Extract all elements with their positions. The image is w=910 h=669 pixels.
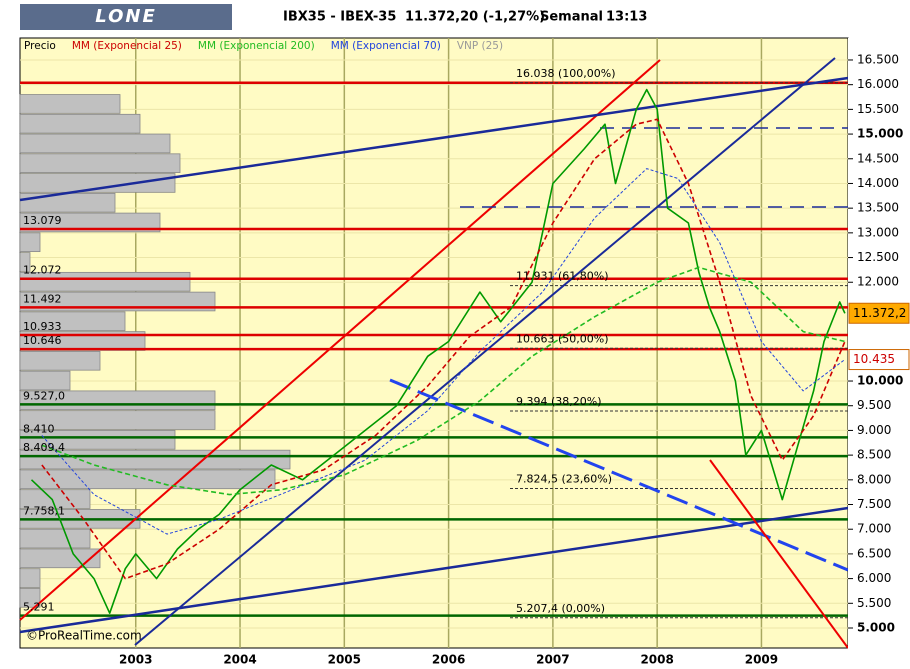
level-label: 5.291 [23,601,55,614]
volume-bar [19,528,91,549]
volume-bar [19,252,31,272]
trendlines [19,57,849,649]
volume-bar [19,173,176,193]
y-tick-label: 5.000 [857,620,895,634]
level-label: 10.933 [23,320,62,333]
y-tick-label: 8.000 [857,472,891,486]
level-label: 13.079 [23,214,62,227]
quote: 11.372,20 (-1,27%) [405,10,545,25]
x-tick-label: 2009 [745,653,778,667]
x-tick-label: 2004 [223,653,256,667]
y-tick-label: 9.500 [857,398,891,412]
trendline [19,506,849,634]
volume-bar [19,568,41,588]
y-tick-label: 12.000 [857,275,899,289]
y-tick-label: 7.500 [857,497,891,511]
y-tick-label: 13.500 [857,201,899,215]
y-tick-label: 7.000 [857,522,891,536]
volume-bar [19,271,191,292]
fib-label: 10.663 (50,00%) [516,332,609,345]
time: 13:13 [606,10,647,25]
y-tick-label: 5.500 [857,596,891,610]
volume-bar [19,588,41,608]
level-label: 7.758,1 [23,504,65,517]
price-tag-label: 11.372,2 [853,306,906,320]
y-tick-label: 8.500 [857,448,891,462]
level-label: 8.410 [23,422,55,435]
y-tick-label: 15.000 [857,127,903,141]
fib-label: 9.394 (38,20%) [516,395,602,408]
volume-bar [19,331,146,351]
y-tick-label: 14.000 [857,176,899,190]
level-label: 11.492 [23,292,62,305]
trendline [709,459,849,649]
series-line [41,118,846,580]
trendline [19,76,849,202]
symbol: IBX35 - IBEX-35 [283,10,396,25]
price-tag [848,349,910,371]
legend-entry: MM (Exponencial 25) [72,40,182,52]
fib-label: 16.038 (100,00%) [516,67,616,80]
legend-entry: Precio [24,40,56,52]
period: Semanal [540,10,603,25]
series-line [41,168,846,535]
legend-entry: MM (Exponencial 200) [198,40,315,52]
level-label: 9.527,0 [23,389,65,402]
volume-bar [19,350,101,371]
volume-bar [19,192,116,213]
x-tick-label: 2008 [640,653,673,667]
level-label: 10.646 [23,334,62,347]
y-tick-label: 9.000 [857,423,891,437]
volume-bar [19,469,276,490]
price-tag-label: 10.435 [853,352,895,366]
volume-bar [19,311,126,332]
level-label: 12.072 [23,264,62,277]
y-tick-label: 6.000 [857,571,891,585]
series-line [30,88,846,614]
logo-box [20,4,232,30]
fib-label: 7.824,5 (23,60%) [516,472,612,485]
x-tick-label: 2005 [328,653,361,667]
x-tick-label: 2003 [119,653,152,667]
logo: LONE [95,6,157,27]
y-tick-label: 15.500 [857,102,899,116]
y-tick-label: 16.000 [857,77,899,91]
trendline [389,378,849,572]
volume-bar [19,548,101,569]
volume-bar [19,410,216,430]
volume-bar [19,153,181,173]
volume-bar [19,113,141,134]
price-tag [848,302,910,324]
y-tick-label: 14.500 [857,151,899,165]
y-tick-label: 12.500 [857,250,899,264]
y-tick-label: 6.500 [857,546,891,560]
volume-bar [19,212,161,233]
trendline [134,57,836,646]
volume-bar [19,133,171,154]
volume-bar [19,94,121,114]
series-line [41,266,846,496]
y-tick-label: 13.000 [857,225,899,239]
level-label: 8.409,4 [23,441,65,454]
y-tick-label: 16.500 [857,52,899,66]
x-tick-label: 2007 [536,653,569,667]
x-tick-label: 2006 [432,653,465,667]
trendline [19,59,661,621]
fib-label: 11.931 (61,80%) [516,270,609,283]
axis-area [848,38,910,658]
volume-bar [19,232,41,253]
fib-label: 5.207,4 (0,00%) [516,602,605,615]
volume-bar [19,370,71,391]
volume-bar [19,430,176,450]
watermark: ©ProRealTime.com [26,629,142,643]
y-tick-label: 10.000 [857,374,903,388]
legend-entry: MM (Exponencial 70) [331,40,441,52]
legend-entry: VNP (25) [457,40,503,52]
